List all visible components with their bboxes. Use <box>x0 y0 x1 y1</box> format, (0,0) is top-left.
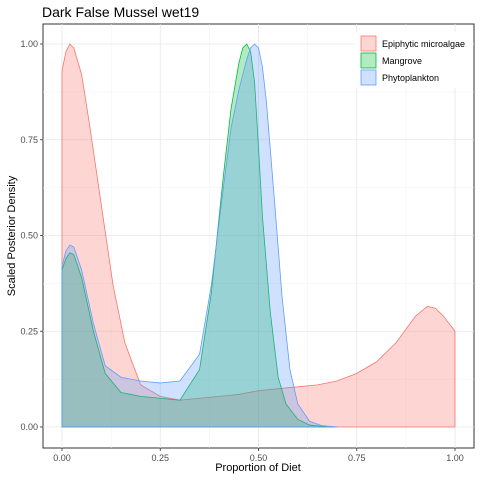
legend-label: Phytoplankton <box>382 73 439 83</box>
x-tick-label: 0.75 <box>348 453 366 463</box>
y-axis-ticks: 0.00 0.25 0.50 0.75 1.00 <box>20 39 43 432</box>
y-tick-label: 0.25 <box>20 326 38 336</box>
chart-title: Dark False Mussel wet19 <box>42 4 199 20</box>
y-axis-title: Scaled Posterior Density <box>6 175 18 296</box>
y-tick-label: 0.00 <box>20 422 38 432</box>
legend: Epiphytic microalgae Mangrove Phytoplankto… <box>356 32 473 88</box>
y-tick-label: 0.50 <box>20 231 38 241</box>
x-axis-title: Proportion of Diet <box>215 462 301 474</box>
x-axis-ticks: 0.00 0.25 0.50 0.75 1.00 <box>53 448 464 463</box>
y-tick-label: 0.75 <box>20 135 38 145</box>
x-tick-label: 0.50 <box>250 453 268 463</box>
legend-key <box>360 69 377 86</box>
x-tick-label: 0.00 <box>53 453 71 463</box>
density-area-3 <box>61 43 338 428</box>
legend-box <box>356 32 473 88</box>
density-areas <box>61 43 456 428</box>
density-area-1 <box>61 43 456 428</box>
legend-label: Epiphytic microalgae <box>382 39 465 49</box>
x-tick-label: 1.00 <box>446 453 464 463</box>
y-tick-label: 1.00 <box>20 39 38 49</box>
density-area-2 <box>61 43 338 428</box>
x-tick-label: 0.25 <box>151 453 169 463</box>
legend-label: Mangrove <box>382 56 422 66</box>
legend-key <box>360 35 377 52</box>
legend-key <box>360 52 377 69</box>
